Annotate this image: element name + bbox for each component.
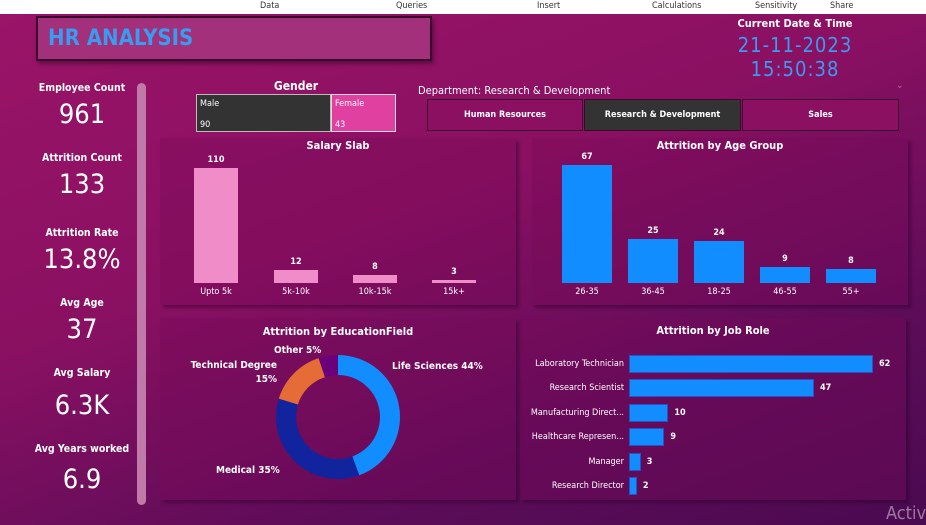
bar: [629, 355, 873, 373]
data-label: 12: [290, 257, 302, 268]
bar: [629, 477, 637, 495]
gender-female-tile[interactable]: Female 43: [331, 94, 396, 132]
ribbon-data[interactable]: Data: [260, 1, 280, 11]
data-label: 67: [581, 152, 593, 162]
bar: [432, 279, 476, 283]
data-label: Life Sciences 44%: [392, 361, 483, 372]
kpi-label: Employee Count: [38, 82, 126, 94]
chart-title: Attrition by Job Role: [656, 324, 770, 337]
datetime-value: 21-11-2023 15:50:38: [737, 33, 853, 81]
gender-male-tile[interactable]: Male 90: [196, 94, 331, 132]
tick-label: Manager: [588, 456, 625, 467]
ribbon-menu: Data Queries Insert Calculations Sensiti…: [0, 0, 926, 14]
department-slicer-header: Department: Research & Development: [418, 84, 611, 97]
bar: [629, 428, 665, 447]
data-label: Medical 35%: [216, 465, 280, 476]
bar: [629, 403, 669, 422]
bar: [353, 274, 397, 283]
bar: [826, 268, 876, 283]
title-box: HR ANALYSIS: [36, 16, 432, 61]
chevron-down-icon[interactable]: ⌄: [896, 80, 904, 91]
bar: [628, 238, 678, 283]
chart-title: Attrition by Age Group: [656, 139, 784, 152]
tick-label: 15k+: [443, 287, 465, 297]
data-label: 2: [642, 481, 649, 491]
tick-label: Laboratory Technician: [535, 359, 624, 369]
data-label: 9: [670, 432, 677, 443]
data-label: 8: [372, 261, 378, 272]
ribbon-insert[interactable]: Insert: [537, 1, 561, 11]
bar: [194, 168, 238, 283]
bar: [629, 452, 641, 471]
tick-label: Healthcare Represen...: [531, 432, 624, 443]
tick-label: 55+: [842, 287, 860, 297]
kpi-value: 133: [58, 169, 106, 200]
activation-watermark: Activ: [886, 503, 926, 524]
data-label: 3: [451, 266, 457, 277]
data-label: 9: [782, 254, 788, 265]
data-label: 47: [819, 383, 832, 394]
gender-title: Gender: [273, 79, 319, 93]
kpi-value: 6.3K: [54, 390, 110, 421]
donut-slice-medical: [276, 398, 360, 479]
gender-value: 90: [200, 120, 211, 130]
tick-label: 26-35: [575, 287, 599, 297]
data-label: 24: [713, 227, 725, 238]
page-title: HR ANALYSIS: [48, 26, 194, 51]
kpi-value: 6.9: [62, 464, 102, 495]
chart-title: Salary Slab: [306, 139, 370, 152]
kpi-divider-scrollbar: [137, 83, 146, 505]
bar: [274, 270, 318, 283]
tick-label: 10k-15k: [358, 287, 392, 297]
department-button-rd[interactable]: Research & Development: [584, 99, 741, 131]
data-label: 62: [879, 359, 891, 369]
bar: [629, 379, 814, 398]
donut-slice-other: [318, 355, 338, 378]
ribbon-queries[interactable]: Queries: [396, 1, 428, 11]
bar: [562, 165, 612, 283]
data-label: 110: [207, 155, 225, 165]
tick-label: Research Scientist: [549, 383, 624, 394]
kpi-value: 37: [66, 314, 98, 345]
gender-label: Male: [200, 99, 220, 109]
bar: [694, 240, 744, 283]
data-label: 3: [646, 456, 653, 467]
tick-label: 36-45: [641, 287, 665, 297]
tick-label: 46-55: [773, 287, 797, 297]
data-label: 25: [647, 225, 659, 236]
department-button-sales[interactable]: Sales: [742, 99, 899, 131]
tick-label: Manufacturing Direct...: [530, 407, 624, 418]
kpi-label: Attrition Rate: [45, 227, 119, 239]
data-label: Technical Degree 15%: [190, 360, 277, 385]
donut-slice-life-sciences: [338, 355, 400, 476]
data-label: 10: [674, 407, 686, 418]
bar: [760, 267, 810, 283]
tick-label: Upto 5k: [200, 287, 232, 297]
kpi-label: Avg Salary: [53, 367, 111, 379]
tick-label: 5k-10k: [282, 287, 310, 297]
ribbon-share[interactable]: Share: [830, 1, 854, 11]
tick-label: 18-25: [707, 287, 731, 297]
gender-label: Female: [335, 99, 365, 109]
ribbon-calculations[interactable]: Calculations: [652, 1, 702, 11]
tick-label: Research Director: [551, 481, 624, 491]
datetime-label: Current Date & Time: [737, 17, 853, 30]
data-label: 8: [848, 255, 854, 266]
donut-slice-technical-degree: [278, 358, 325, 405]
gender-value: 43: [335, 120, 346, 130]
data-label: Other 5%: [274, 345, 322, 356]
department-button-hr[interactable]: Human Resources: [427, 99, 583, 131]
chart-title: Attrition by EducationField: [262, 325, 414, 338]
donut-svg: [276, 355, 400, 479]
kpi-value: 961: [58, 99, 106, 130]
ribbon-sensitivity[interactable]: Sensitivity: [755, 1, 798, 11]
kpi-label: Avg Age: [60, 297, 104, 309]
kpi-label: Attrition Count: [42, 152, 122, 164]
kpi-value: 13.8%: [43, 244, 121, 275]
kpi-label: Avg Years worked: [34, 443, 130, 455]
job-role-chart: [520, 318, 906, 500]
